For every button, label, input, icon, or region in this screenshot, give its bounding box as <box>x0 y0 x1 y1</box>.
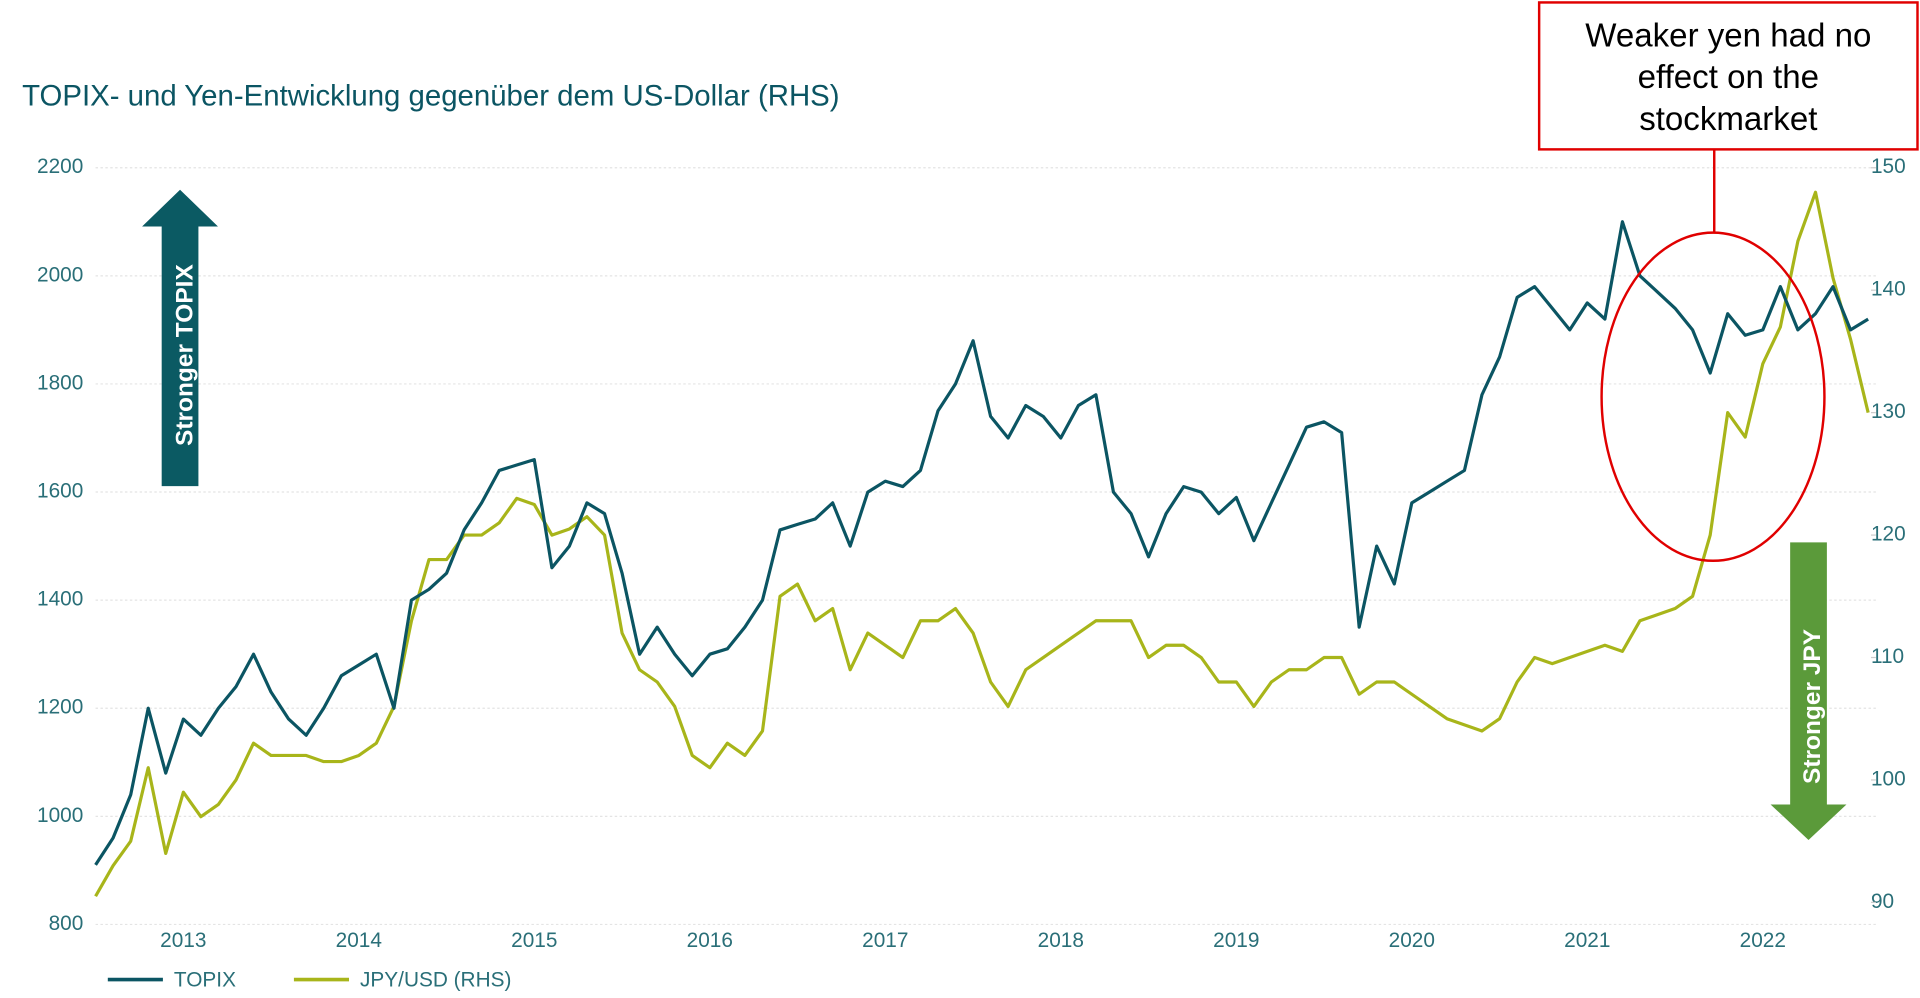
legend-label: TOPIX <box>174 968 236 991</box>
y-tick-label: 1000 <box>37 804 83 827</box>
y2-tick-label: 140 <box>1871 278 1906 301</box>
y-tick-label: 1200 <box>37 696 83 719</box>
chart-title: TOPIX- und Yen-Entwicklung gegenüber dem… <box>22 80 839 113</box>
up-arrow-label: Stronger TOPIX <box>172 264 199 446</box>
callout-text: Weaker yen had no effect on the stockmar… <box>1585 17 1872 138</box>
y2-tick-label: 100 <box>1871 767 1906 790</box>
y-tick-label: 1400 <box>37 588 83 611</box>
series-line <box>94 220 1869 866</box>
y-tick-label: 1800 <box>37 371 83 394</box>
x-tick-label: 2016 <box>687 929 733 952</box>
y2-tick-label: 130 <box>1871 400 1906 423</box>
x-tick-label: 2017 <box>862 929 908 952</box>
x-tick-label: 2022 <box>1740 929 1786 952</box>
lines <box>94 190 1870 898</box>
down-arrow <box>1770 542 1847 840</box>
callout: Weaker yen had no effect on the stockmar… <box>1585 17 1872 138</box>
y2-tick-label: 110 <box>1871 645 1904 668</box>
grid: 800 1000 1200 1400 1600 1800 2000 2200 90 100 110 1… <box>37 155 1906 952</box>
callout-box <box>1537 1 1919 151</box>
x-tick-label: 2019 <box>1213 929 1259 952</box>
legend-label: JPY/USD (RHS) <box>360 968 511 991</box>
x-tick-label: 2018 <box>1038 929 1084 952</box>
x-tick-label: 2013 <box>160 929 206 952</box>
y-tick-label: 1600 <box>37 480 83 503</box>
y-tick-label: 800 <box>49 912 84 935</box>
legend: TOPIX JPY/USD (RHS) <box>107 968 511 991</box>
y2-tick-label: 150 <box>1871 155 1906 178</box>
y-tick-label: 2200 <box>37 155 83 178</box>
x-tick-label: 2021 <box>1564 929 1610 952</box>
series-line <box>94 190 1870 898</box>
y2-tick-label: 120 <box>1871 523 1906 546</box>
x-tick-label: 2014 <box>336 929 382 952</box>
y2-tick-label: 90 <box>1871 890 1894 913</box>
up-arrow <box>142 189 219 487</box>
x-tick-label: 2015 <box>511 929 557 952</box>
x-tick-label: 2020 <box>1389 929 1435 952</box>
down-arrow-label: Stronger JPY <box>1799 629 1826 784</box>
y-tick-label: 2000 <box>37 263 83 286</box>
